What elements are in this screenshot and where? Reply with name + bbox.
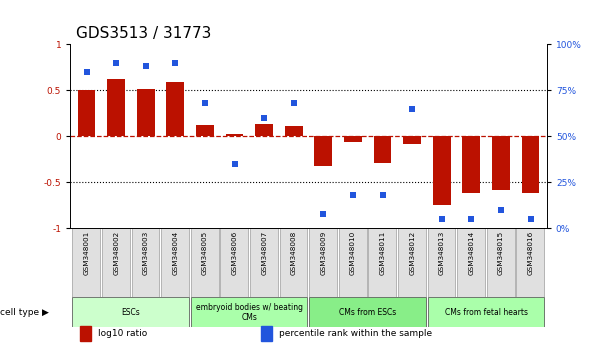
Text: GSM348009: GSM348009: [320, 231, 326, 275]
Bar: [72, 228, 100, 297]
Point: [408, 106, 417, 112]
Text: GSM348006: GSM348006: [232, 231, 238, 275]
Text: GSM348015: GSM348015: [498, 231, 504, 275]
Bar: [280, 228, 307, 297]
Bar: [137, 89, 155, 136]
Bar: [403, 136, 421, 144]
Bar: [78, 90, 95, 136]
Text: GDS3513 / 31773: GDS3513 / 31773: [76, 26, 212, 41]
Bar: [309, 297, 426, 327]
Bar: [72, 297, 189, 327]
Bar: [108, 79, 125, 136]
Point: [348, 192, 358, 198]
Bar: [191, 297, 307, 327]
Text: log10 ratio: log10 ratio: [98, 330, 147, 338]
Bar: [398, 228, 426, 297]
Text: GSM348013: GSM348013: [439, 231, 445, 275]
Bar: [457, 228, 485, 297]
Bar: [225, 133, 243, 136]
Bar: [161, 228, 189, 297]
Bar: [344, 136, 362, 142]
Point: [111, 60, 121, 65]
Bar: [131, 228, 159, 297]
Bar: [315, 136, 332, 166]
Bar: [309, 228, 337, 297]
Text: GSM348002: GSM348002: [113, 231, 119, 275]
Text: percentile rank within the sample: percentile rank within the sample: [279, 330, 433, 338]
Point: [230, 161, 240, 167]
Point: [259, 115, 269, 121]
Text: GSM348012: GSM348012: [409, 231, 415, 275]
Bar: [191, 228, 219, 297]
Point: [378, 192, 387, 198]
Bar: [285, 126, 302, 136]
Point: [437, 216, 447, 222]
Text: CMs from ESCs: CMs from ESCs: [339, 308, 397, 317]
Bar: [261, 326, 272, 341]
Bar: [368, 228, 396, 297]
Bar: [221, 228, 248, 297]
Bar: [255, 124, 273, 136]
Bar: [428, 228, 455, 297]
Text: CMs from fetal hearts: CMs from fetal hearts: [445, 308, 528, 317]
Point: [525, 216, 535, 222]
Bar: [80, 326, 91, 341]
Point: [289, 100, 299, 106]
Bar: [516, 228, 544, 297]
Bar: [463, 136, 480, 193]
Text: GSM348003: GSM348003: [143, 231, 148, 275]
Text: GSM348008: GSM348008: [291, 231, 297, 275]
Point: [496, 207, 506, 213]
Bar: [492, 136, 510, 190]
Text: GSM348010: GSM348010: [350, 231, 356, 275]
Text: GSM348007: GSM348007: [261, 231, 267, 275]
Text: GSM348016: GSM348016: [527, 231, 533, 275]
Text: ESCs: ESCs: [122, 308, 141, 317]
Bar: [338, 228, 367, 297]
Text: GSM348011: GSM348011: [379, 231, 386, 275]
Bar: [433, 136, 451, 205]
Bar: [374, 136, 392, 163]
Point: [170, 60, 180, 65]
Point: [200, 100, 210, 106]
Bar: [102, 228, 130, 297]
Bar: [428, 297, 544, 327]
Text: embryoid bodies w/ beating
CMs: embryoid bodies w/ beating CMs: [196, 303, 303, 322]
Text: GSM348004: GSM348004: [172, 231, 178, 275]
Text: GSM348005: GSM348005: [202, 231, 208, 275]
Text: cell type ▶: cell type ▶: [0, 308, 49, 317]
Point: [466, 216, 476, 222]
Bar: [487, 228, 514, 297]
Text: GSM348001: GSM348001: [84, 231, 90, 275]
Bar: [196, 125, 214, 136]
Bar: [250, 228, 278, 297]
Bar: [522, 136, 540, 193]
Point: [141, 63, 151, 69]
Point: [318, 211, 328, 216]
Point: [82, 69, 92, 75]
Bar: [166, 82, 185, 136]
Text: GSM348014: GSM348014: [469, 231, 474, 275]
